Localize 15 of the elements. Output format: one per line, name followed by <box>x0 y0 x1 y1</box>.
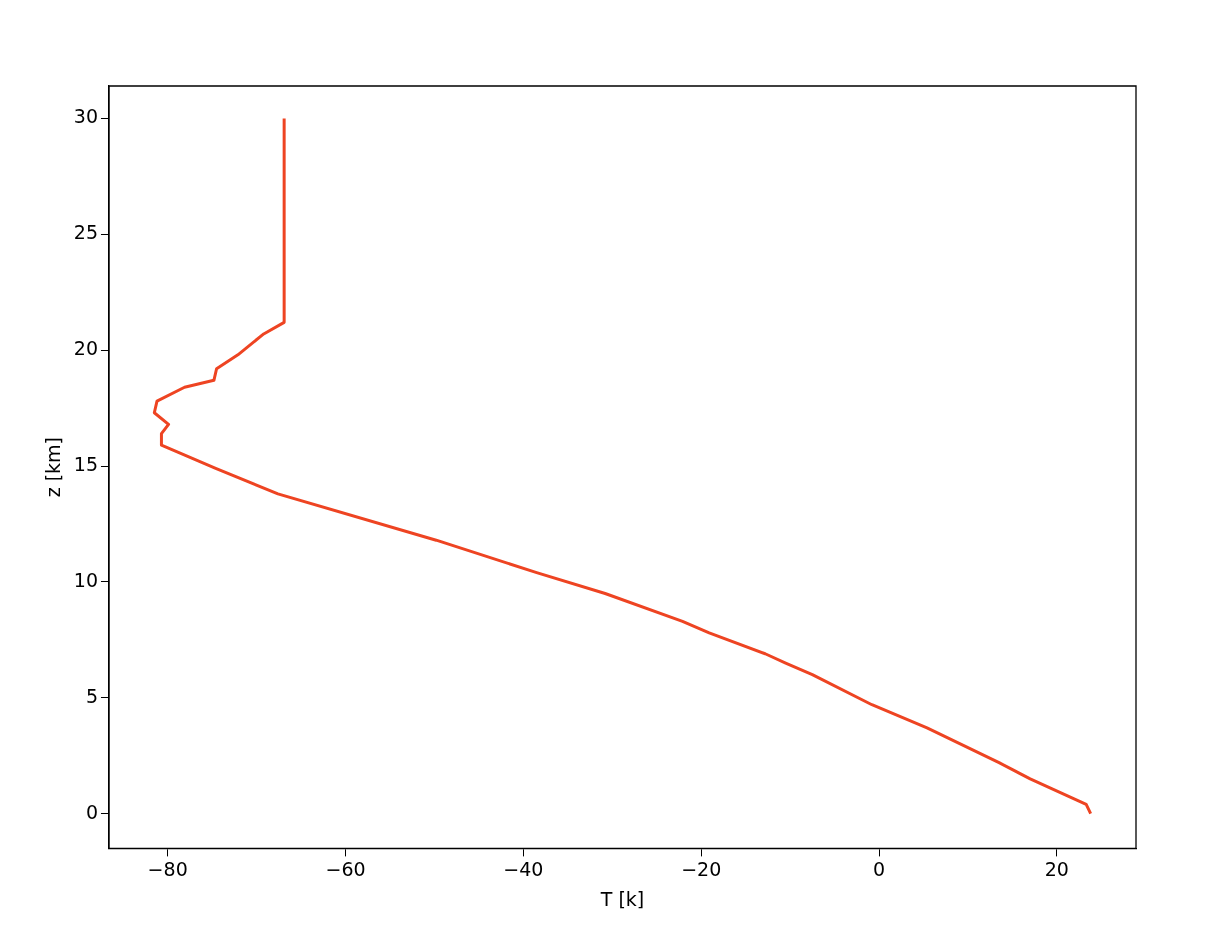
y-tick-label: 5 <box>85 684 98 707</box>
x-tick-label: −60 <box>325 857 366 880</box>
x-tick-label: 20 <box>1044 857 1069 880</box>
y-axis-title: z [km] <box>42 437 65 498</box>
x-tick-label: −80 <box>147 857 188 880</box>
x-tick-label: −40 <box>503 857 544 880</box>
x-tick-label: 0 <box>872 857 886 880</box>
x-tick-label: −20 <box>681 857 722 880</box>
y-tick-label: 0 <box>85 800 98 823</box>
y-tick-label: 15 <box>73 452 98 475</box>
y-tick-label: 25 <box>73 221 98 244</box>
y-tick-label: 10 <box>73 568 98 591</box>
y-tick-label: 20 <box>73 337 98 360</box>
y-tick-label: 30 <box>73 105 98 128</box>
x-axis-title: T [k] <box>599 887 645 910</box>
